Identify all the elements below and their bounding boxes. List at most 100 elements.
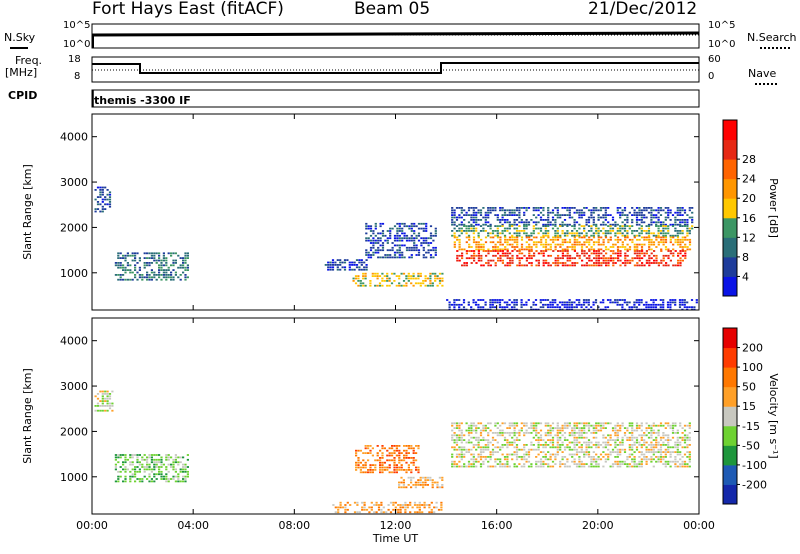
freq-trace: [92, 62, 699, 74]
power-ytick-label-0: 1000: [60, 267, 88, 280]
velocity-xtick-label-4: 16:00: [481, 519, 513, 532]
power-region-8: [456, 250, 687, 267]
velocity-colorbar-segment-2: [723, 445, 737, 466]
nave-tick-bottom: 0: [708, 71, 715, 82]
power-colorbar-segment-7: [723, 139, 737, 160]
power-colorbar-label-6: 28: [742, 153, 756, 166]
nsearch-legend-line: [760, 47, 790, 49]
cpid-panel-frame: [91, 89, 700, 108]
power-colorbar-label-5: 24: [742, 173, 756, 186]
power-colorbar: 4 8 12 16 20 24 28 Power [dB]: [722, 119, 780, 297]
velocity-ytick-label-3: 4000: [60, 335, 88, 348]
velocity-colorbar-frame: [722, 327, 738, 505]
nsearch-label: N.Search: [747, 31, 797, 44]
velocity-colorbar-label-3: 15: [742, 400, 756, 413]
velocity-xlabel: Time UT: [372, 532, 418, 545]
power-colorbar-segment-2: [723, 237, 737, 258]
power-region-0: [94, 186, 112, 213]
velocity-colorbar-label-2: 50: [742, 381, 756, 394]
power-colorbar-label-4: 20: [742, 192, 756, 205]
velocity-ytick-label-0: 1000: [60, 471, 88, 484]
velocity-region-5: [451, 422, 691, 468]
power-colorbar-segment-0: [723, 276, 737, 297]
velocity-colorbar-segment-5: [723, 386, 737, 407]
velocity-colorbar-label-1: 100: [742, 361, 763, 374]
power-region-7: [453, 236, 692, 251]
velocity-colorbar-label-5: -50: [742, 439, 760, 452]
power-colorbar-segment-3: [723, 217, 737, 238]
nsky-trace: [91, 31, 700, 37]
velocity-region-2: [332, 501, 443, 514]
power-ylabel: Slant Range [km]: [21, 164, 34, 260]
velocity-region-4: [398, 476, 444, 489]
velocity-scatter: [94, 390, 691, 514]
nave-label: Nave: [748, 67, 777, 80]
velocity-xtick-label-6: 00:00: [683, 519, 715, 532]
velocity-xtick-label-3: 12:00: [380, 519, 412, 532]
velocity-colorbar-label-0: 200: [742, 342, 763, 355]
power-colorbar-segment-1: [723, 256, 737, 277]
velocity-region-3: [355, 445, 420, 474]
power-ytick-label-2: 3000: [60, 176, 88, 189]
power-colorbar-segment-6: [723, 159, 737, 180]
velocity-colorbar-segment-0: [723, 484, 737, 505]
velocity-xtick-label-5: 20:00: [582, 519, 614, 532]
power-region-9: [446, 299, 698, 311]
nsky-tick-bottom: 10^0: [63, 39, 91, 50]
power-scatter: [94, 186, 698, 311]
velocity-region-0: [94, 390, 114, 412]
velocity-region-1: [114, 454, 189, 483]
power-region-1: [114, 252, 189, 281]
freq-tick-top: 18: [68, 54, 81, 65]
velocity-ytick-label-2: 3000: [60, 380, 88, 393]
chart-title: Fort Hays East (fitACF): [92, 0, 284, 19]
power-ytick-label-1: 2000: [60, 221, 88, 234]
nsearch-tick-bottom: 10^0: [708, 39, 736, 50]
power-colorbar-label-3: 16: [742, 212, 756, 225]
power-region-2: [324, 259, 368, 271]
velocity-colorbar-label-6: -100: [742, 459, 767, 472]
velocity-colorbar-segment-7: [723, 347, 737, 368]
velocity-colorbar-title: Velocity [m s⁻¹]: [767, 373, 780, 458]
velocity-colorbar: 200 100 50 15 -15 -50 -100 -200 Velocity [m s⁻¹]: [722, 327, 780, 505]
velocity-colorbar-label-7: -200: [742, 478, 767, 491]
velocity-colorbar-segment-6: [723, 367, 737, 388]
velocity-panel-frame: [91, 317, 700, 515]
power-colorbar-segment-5: [723, 178, 737, 199]
freq-unit-label: [MHz]: [5, 66, 38, 79]
velocity-colorbar-segment-3: [723, 425, 737, 446]
velocity-ytick-label-1: 2000: [60, 425, 88, 438]
power-colorbar-label-1: 8: [742, 251, 749, 264]
power-ytick-label-3: 4000: [60, 131, 88, 144]
nsky-tick-top: 10^5: [63, 20, 91, 31]
power-colorbar-label-2: 12: [742, 231, 756, 244]
freq-tick-bottom: 8: [74, 71, 81, 82]
velocity-colorbar-segment-4: [723, 406, 737, 427]
velocity-colorbar-segment-1: [723, 464, 737, 485]
power-colorbar-label-0: 4: [742, 270, 749, 283]
velocity-xtick-label-1: 04:00: [177, 519, 209, 532]
nave-legend-line: [755, 83, 777, 85]
beam-label: Beam 05: [354, 0, 431, 19]
velocity-xtick-label-2: 08:00: [278, 519, 310, 532]
power-colorbar-frame: [722, 119, 738, 297]
power-colorbar-segment-4: [723, 198, 737, 219]
freq-label: Freq.: [15, 54, 43, 67]
power-region-3: [352, 272, 444, 287]
velocity-colorbar-label-4: -15: [742, 420, 760, 433]
velocity-xtick-label-0: 00:00: [76, 519, 108, 532]
velocity-ylabel: Slant Range [km]: [21, 368, 34, 464]
power-colorbar-title: Power [dB]: [767, 178, 780, 238]
power-colorbar-segment-8: [723, 120, 737, 141]
nsky-legend-line: [10, 47, 28, 49]
cpid-value: themis -3300 IF: [94, 94, 191, 107]
nsky-label: N.Sky: [4, 31, 36, 44]
nave-tick-top: 60: [708, 54, 721, 65]
nsearch-tick-top: 10^5: [708, 20, 736, 31]
power-region-6: [451, 225, 694, 237]
velocity-colorbar-segment-8: [723, 328, 737, 349]
power-region-4: [365, 222, 437, 259]
power-region-5: [451, 207, 694, 226]
date-label: 21/Dec/2012: [588, 0, 698, 19]
